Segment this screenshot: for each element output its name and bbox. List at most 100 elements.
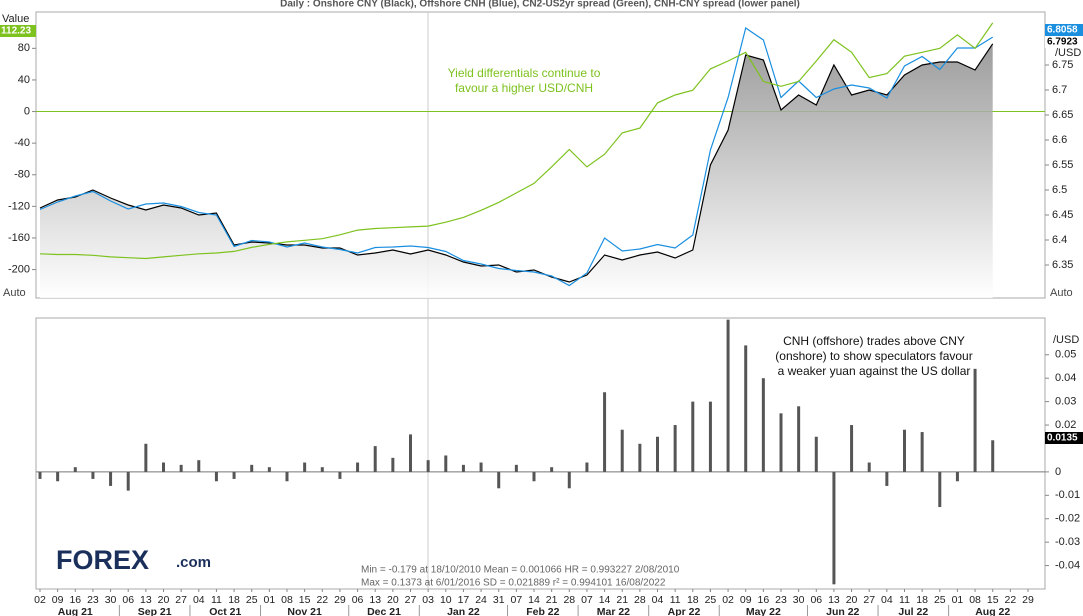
x-tick-label: 01 <box>264 594 276 606</box>
annotation: Yield differentials continue to <box>448 66 601 80</box>
stats-text: Max = 0.1373 at 6/01/2016 SD = 0.021889 … <box>361 578 666 589</box>
month-label: Jun 22 <box>826 606 859 616</box>
y-tick-label: -200 <box>8 263 30 275</box>
x-tick-label: 17 <box>458 594 470 606</box>
x-tick-label: 07 <box>581 594 593 606</box>
month-label: Feb 22 <box>526 606 559 616</box>
y2-tick-label: -0.02 <box>1055 513 1080 525</box>
bar <box>779 413 783 472</box>
x-tick-label: 06 <box>122 594 134 606</box>
bar <box>550 467 554 472</box>
x-tick-label: 22 <box>1005 594 1017 606</box>
y2-tick-label: 6.7 <box>1052 84 1067 96</box>
y-tick-label: -160 <box>8 232 30 244</box>
month-label: Aug 21 <box>58 606 93 616</box>
bar <box>673 425 677 472</box>
area <box>40 43 993 298</box>
month-label: Jan 22 <box>447 606 480 616</box>
annotation: CNH (offshore) trades above CNY <box>783 334 965 348</box>
logo: FOREX .com <box>56 545 211 575</box>
y-tick-label: -40 <box>14 137 30 149</box>
x-tick-label: 18 <box>916 594 928 606</box>
bar <box>903 429 906 472</box>
bar <box>567 471 571 489</box>
bar <box>250 464 254 472</box>
x-tick-label: 08 <box>281 594 293 606</box>
month-label: Mar 22 <box>597 606 630 616</box>
value-label: 6.8058 <box>1047 25 1078 36</box>
value-box <box>1045 432 1083 444</box>
x-tick-label: 04 <box>881 594 893 606</box>
bar <box>179 464 183 472</box>
x-tick-label: 25 <box>246 594 258 606</box>
bar <box>744 345 748 472</box>
bar <box>797 406 801 472</box>
x-tick-label: 02 <box>722 594 734 606</box>
series-line <box>39 43 994 283</box>
x-tick-label: 18 <box>228 594 240 606</box>
x-tick-label: 16 <box>69 594 81 606</box>
bar <box>373 446 377 472</box>
month-label: Aug 22 <box>975 606 1010 616</box>
bar <box>356 462 360 472</box>
x-tick-label: 04 <box>652 594 664 606</box>
y2-tick-label: -0.01 <box>1055 489 1080 501</box>
value-label: 112.23 <box>1 26 31 37</box>
bar <box>109 471 113 486</box>
x-tick-label: 28 <box>634 594 646 606</box>
x-tick-label: 27 <box>175 594 187 606</box>
x-tick-label: 02 <box>34 594 46 606</box>
x-tick-label: 01 <box>952 594 964 606</box>
month-label: Apr 22 <box>668 606 701 616</box>
bar <box>955 471 959 482</box>
x-tick-label: 11 <box>899 594 910 606</box>
bar <box>56 471 60 482</box>
scale-mode: Auto <box>3 287 26 299</box>
bar <box>656 436 659 472</box>
x-tick-label: 25 <box>934 594 946 606</box>
y2-tick-label: 6.35 <box>1052 259 1073 271</box>
bar <box>938 471 942 508</box>
bar <box>991 440 995 472</box>
bar <box>144 443 148 472</box>
x-tick-label: 30 <box>793 594 805 606</box>
y2-tick-label: 0.03 <box>1055 396 1076 408</box>
bar <box>126 471 130 491</box>
bar <box>885 471 889 486</box>
bar <box>38 471 42 479</box>
x-tick-label: 27 <box>405 594 417 606</box>
x-tick-label: 15 <box>987 594 999 606</box>
lower-panel <box>35 317 1046 590</box>
month-label: Nov 21 <box>287 606 322 616</box>
y2-tick-label: 6.75 <box>1052 59 1073 71</box>
bar <box>267 467 271 472</box>
x-tick-label: 15 <box>299 594 311 606</box>
bar <box>479 462 483 472</box>
y-tick-label: -120 <box>8 200 30 212</box>
bar <box>391 457 395 472</box>
logo-brand: FOREX <box>56 545 149 575</box>
x-tick-label: 13 <box>369 594 381 606</box>
bar <box>691 401 695 472</box>
x-tick-label: 09 <box>740 594 752 606</box>
y2-tick-label: -0.03 <box>1055 536 1080 548</box>
y2-tick-label: 0.04 <box>1055 372 1076 384</box>
stats-text: Min = -0.179 at 18/10/2010 Mean = 0.0010… <box>361 565 680 576</box>
x-tick-label: 14 <box>599 594 611 606</box>
x-tick-label: 23 <box>775 594 787 606</box>
annotation: a weaker yuan against the US dollar <box>778 364 971 378</box>
x-tick-label: 25 <box>705 594 717 606</box>
x-tick-label: 03 <box>422 594 434 606</box>
y2-tick-label: 6.55 <box>1052 159 1073 171</box>
y-tick-label: -80 <box>14 169 30 181</box>
x-tick-label: 28 <box>563 594 575 606</box>
x-tick-label: 22 <box>316 594 328 606</box>
x-tick-label: 11 <box>670 594 681 606</box>
bar <box>91 471 95 479</box>
x-tick-label: 13 <box>828 594 840 606</box>
y2-tick-label: 6.5 <box>1052 184 1067 196</box>
bar <box>73 467 77 472</box>
bar <box>920 432 924 472</box>
bar <box>197 460 201 472</box>
x-tick-label: 20 <box>387 594 399 606</box>
